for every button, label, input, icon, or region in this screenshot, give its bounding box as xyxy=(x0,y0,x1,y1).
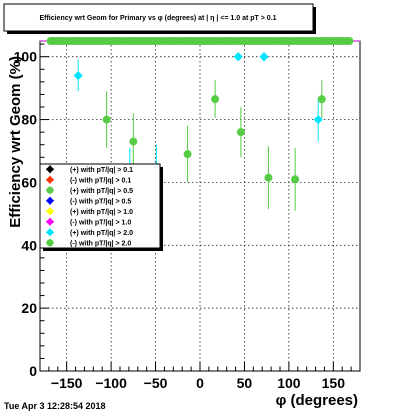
y-axis-title: Efficiency wrt Geom (%) xyxy=(7,56,24,228)
legend-marker xyxy=(45,165,55,174)
footer-timestamp: Tue Apr 3 12:28:54 2018 xyxy=(4,401,106,411)
data-point-series-7 xyxy=(183,150,192,159)
axes: −150 −100 −50 0 50 100 150 0 20 40 60 80 100 xyxy=(14,43,361,391)
legend-entry: (-) with pT/|q| > 0.5 xyxy=(70,198,131,205)
data-points xyxy=(73,52,326,211)
data-point-series-6 xyxy=(233,52,243,62)
x-tick-label: 50 xyxy=(237,375,253,391)
x-tick-label: 100 xyxy=(277,375,301,391)
saturated-band xyxy=(46,37,354,45)
legend-marker xyxy=(45,207,55,216)
legend-marker xyxy=(45,196,55,205)
data-point-series-7 xyxy=(317,95,326,104)
legend-entry: (+) with pT/|q| > 0.1 xyxy=(70,167,133,174)
legend-box xyxy=(39,163,161,249)
data-point-series-6 xyxy=(313,114,323,125)
data-point-series-7 xyxy=(264,173,273,182)
x-tick-label: −150 xyxy=(51,375,83,391)
y-tick-label: 0 xyxy=(29,363,37,379)
legend-entry: (+) with pT/|q| > 2.0 xyxy=(70,230,133,237)
y-tick-label: 80 xyxy=(21,112,37,128)
x-tick-label: −50 xyxy=(144,375,168,391)
data-point-series-6 xyxy=(259,52,269,62)
data-point-series-7 xyxy=(291,175,300,184)
data-point-series-7 xyxy=(236,128,245,137)
x-tick-label: 150 xyxy=(322,375,346,391)
x-tick-label: −100 xyxy=(95,375,127,391)
data-point-series-7 xyxy=(102,115,111,124)
chart-title: Efficiency wrt Geom for Primary vs φ (de… xyxy=(39,15,276,22)
x-axis-title: φ (degrees) xyxy=(276,392,358,409)
legend-marker xyxy=(45,175,55,184)
legend-marker xyxy=(45,217,55,226)
legend-entry: (+) with pT/|q| > 0.5 xyxy=(70,188,133,195)
legend-shadow-right xyxy=(160,167,163,251)
legend-marker xyxy=(45,228,55,237)
legend-marker xyxy=(46,186,54,194)
x-tick-label: 0 xyxy=(196,375,204,391)
y-tick-label: 60 xyxy=(21,174,37,190)
legend-entry: (-) with pT/|q| > 1.0 xyxy=(70,219,131,226)
legend: (+) with pT/|q| > 0.1 (-) with pT/|q| > 0… xyxy=(39,163,163,251)
legend-marker xyxy=(46,239,54,247)
data-point-series-6 xyxy=(73,70,83,81)
legend-entry: (-) with pT/|q| > 0.1 xyxy=(70,177,131,184)
legend-shadow-bottom xyxy=(43,248,163,251)
legend-entry: (+) with pT/|q| > 1.0 xyxy=(70,209,133,216)
legend-entry: (-) with pT/|q| > 2.0 xyxy=(70,240,131,247)
y-tick-label: 40 xyxy=(21,237,37,253)
title-box: Efficiency wrt Geom for Primary vs φ (de… xyxy=(3,3,316,34)
data-point-series-7 xyxy=(129,137,138,146)
y-tick-label: 20 xyxy=(21,300,37,316)
y-tick-label: 100 xyxy=(14,49,38,65)
band-point xyxy=(345,37,354,45)
data-point-series-7 xyxy=(211,95,220,104)
